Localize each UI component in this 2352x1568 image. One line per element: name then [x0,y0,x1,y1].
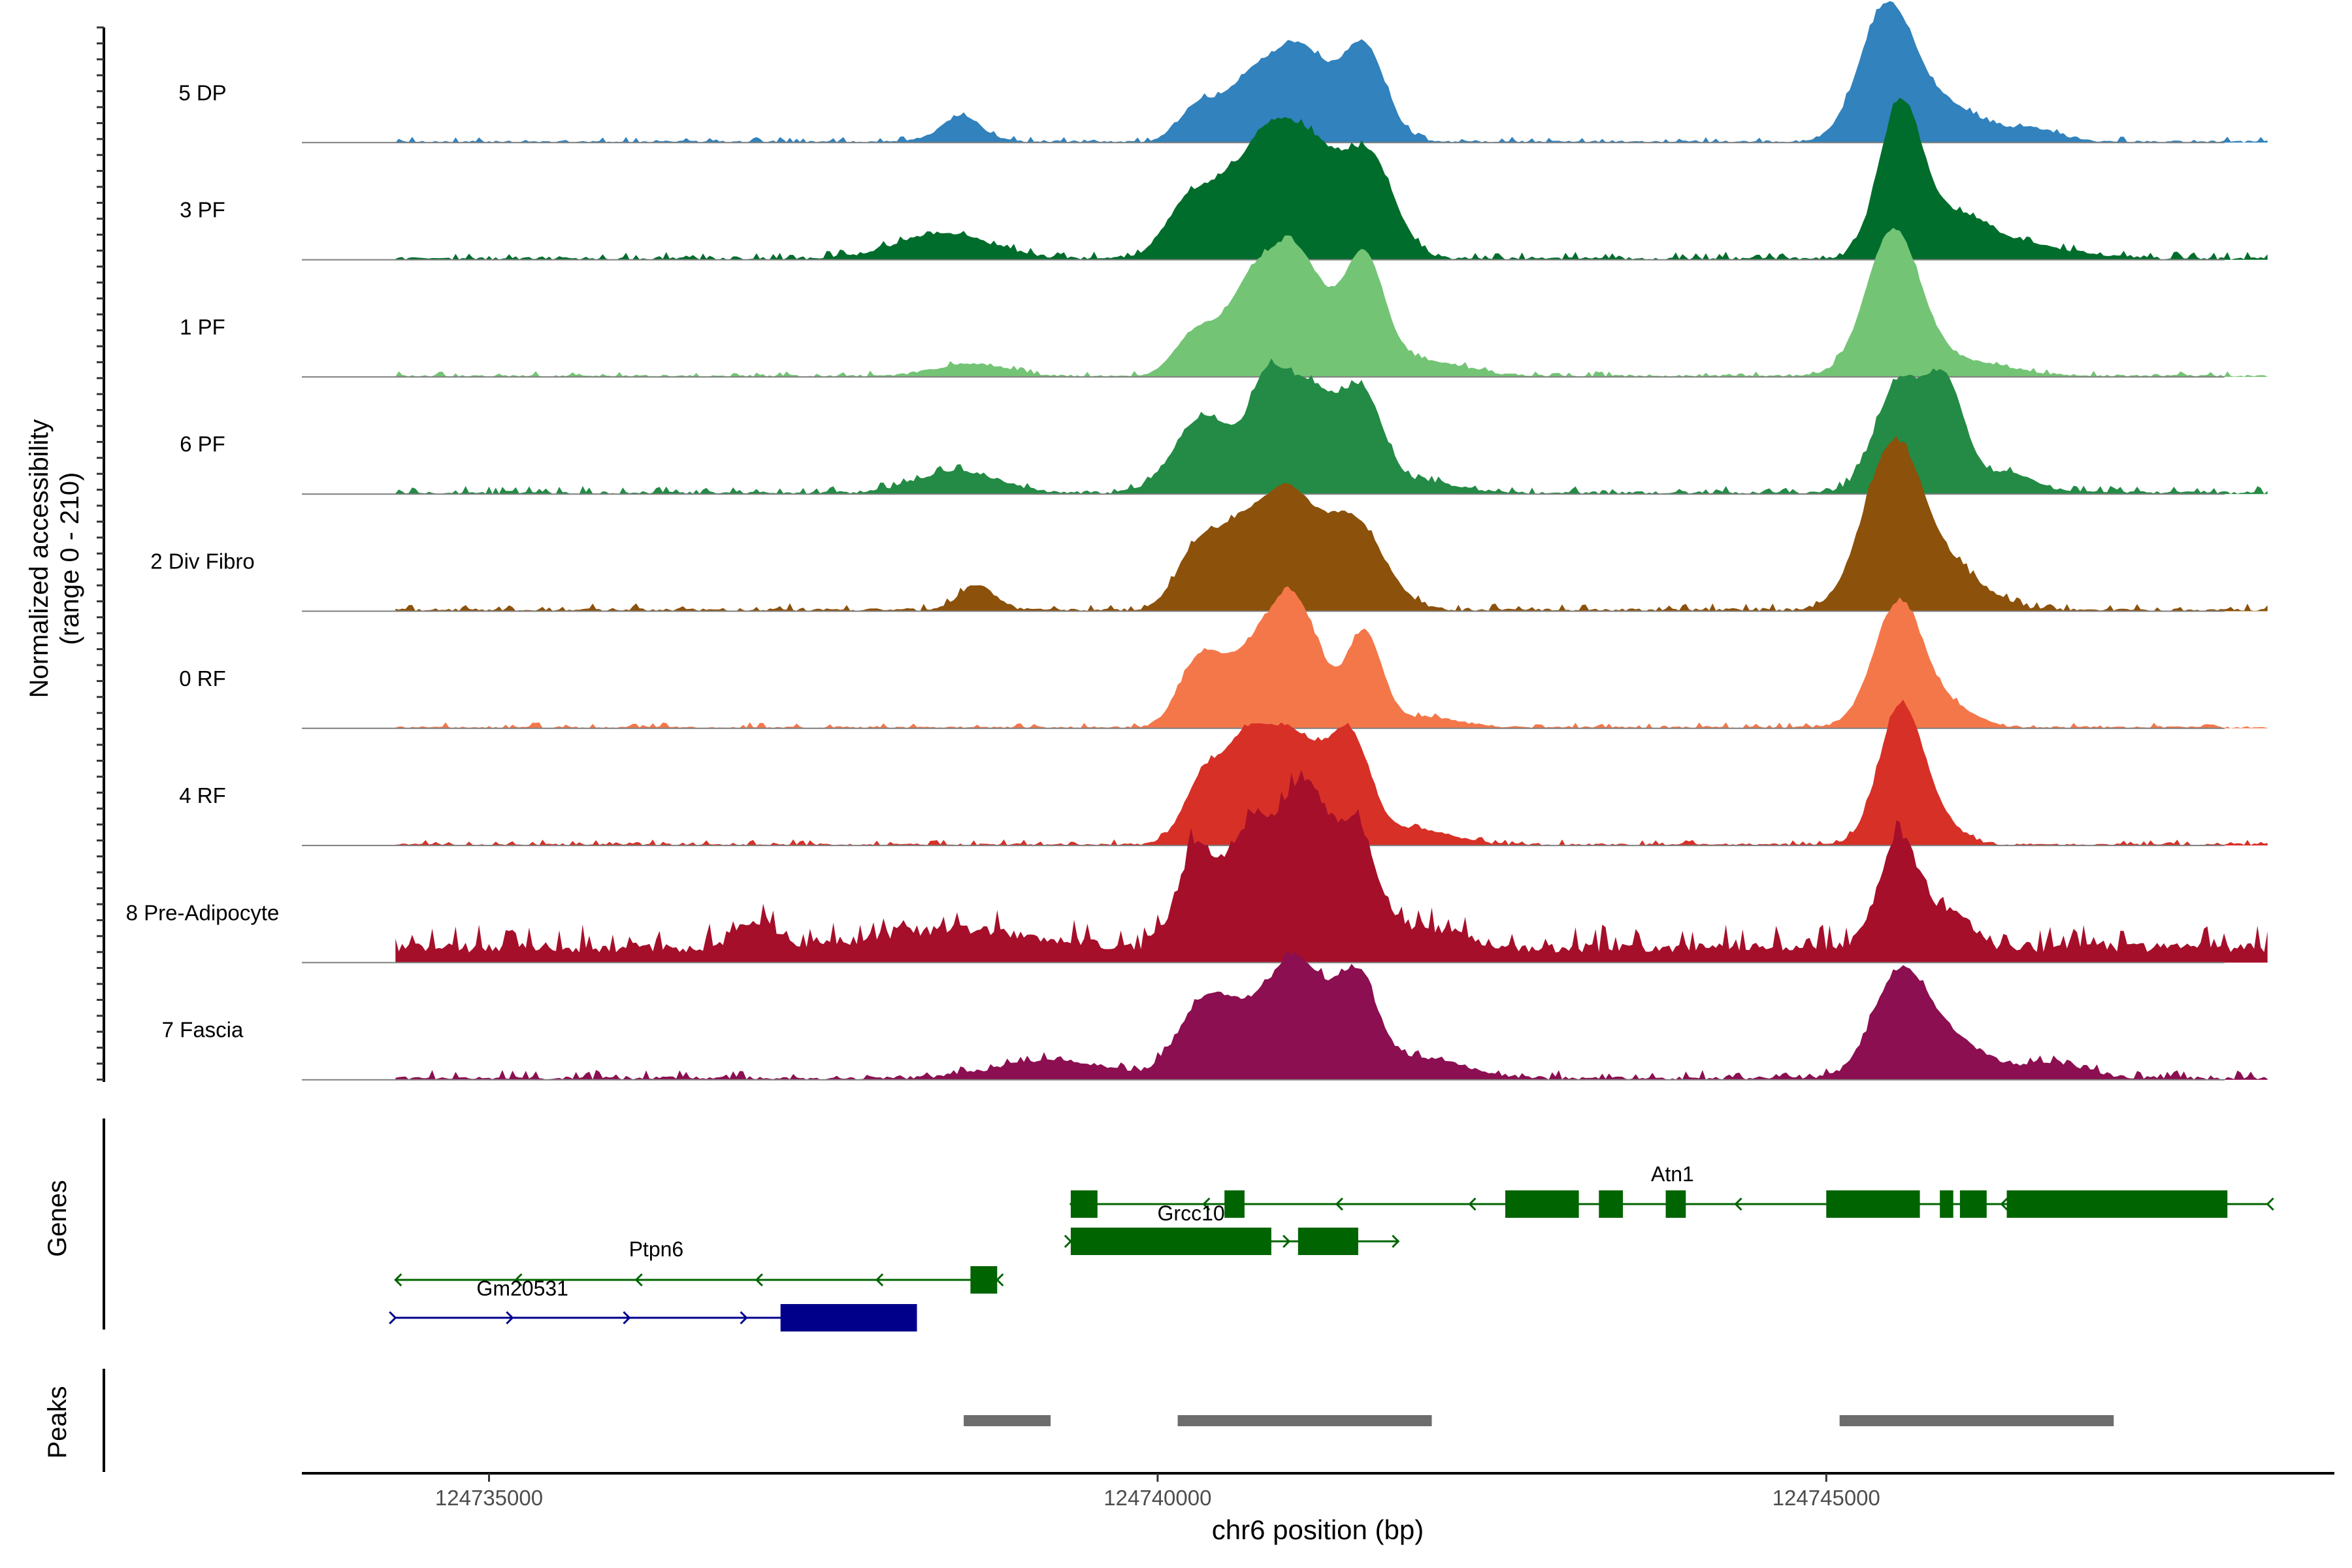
gene-gm20531: Gm20531 [389,1277,917,1331]
strand-arrow [394,1273,402,1287]
strand-arrow [875,1273,884,1287]
coverage-area [395,699,2268,846]
exon [1665,1190,1686,1218]
x-tick-label: 124740000 [1103,1486,1211,1510]
track-6-pf: 6 PF [180,358,2268,495]
strand-arrow [634,1273,643,1287]
exon [1940,1190,1953,1218]
exon [1826,1190,1920,1218]
strand-arrow [1468,1197,1477,1211]
strand-arrow [740,1311,748,1325]
peaks-panel [964,1415,2114,1426]
track-5-dp: 5 DP [178,1,2268,144]
peak-region [1839,1415,2114,1426]
track-label: 5 DP [178,80,226,105]
x-tick-label: 124745000 [1772,1486,1880,1510]
exon [1505,1190,1579,1218]
strand-arrow [2266,1197,2274,1211]
strand-arrow [514,1273,523,1287]
genes-panel-title: Genes [43,1180,72,1257]
exon [1959,1190,1987,1218]
x-tick-label: 124735000 [435,1486,543,1510]
exon [1599,1190,1624,1218]
strand-arrow [1282,1234,1291,1249]
strand-arrow [996,1273,1004,1287]
strand-arrow [389,1311,397,1325]
strand-arrow [2000,1197,2008,1211]
strand-arrow [1392,1234,1400,1249]
coverage-area [395,358,2268,495]
exon [1224,1190,1245,1218]
x-axis-title: chr6 position (bp) [1212,1514,1424,1545]
track-label: 7 Fascia [162,1018,244,1042]
coverage-area [395,1,2268,143]
coverage-tracks: 5 DP 3 PF 1 PF 6 PF 2 Div Fibro 0 RF 4 RF 8 Pre… [126,1,2268,1081]
gene-label: Atn1 [1651,1162,1694,1186]
x-axis: 124735000 124740000 124745000 [435,1473,1880,1510]
strand-arrow [1335,1197,1343,1211]
track-label: 1 PF [180,315,225,339]
y-axis-title-line2: (range 0 - 210) [56,472,84,645]
coverage-area [395,97,2268,260]
track-7-fascia: 7 Fascia [162,951,2268,1081]
track-label: 2 Div Fibro [150,549,255,574]
track-label: 0 RF [179,666,226,691]
peaks-panel-title: Peaks [43,1386,72,1458]
track-label: 6 PF [180,432,225,456]
exon [780,1304,917,1331]
peak-region [1177,1415,1432,1426]
peak-region [964,1415,1051,1426]
strand-arrow [1734,1197,1742,1211]
coverage-area [395,951,2268,1080]
accessibility-axis [97,26,105,1082]
coverage-area [395,770,2268,963]
exon [1070,1228,1271,1255]
gene-annotation-panel: Atn1 Grcc10 Ptpn6 Gm20531 [389,1162,2274,1331]
strand-arrow [1064,1234,1072,1249]
strand-arrow [506,1311,514,1325]
gene-ptpn6: Ptpn6 [394,1237,1004,1294]
strand-arrow [623,1311,631,1325]
gene-grcc10: Grcc10 [1064,1201,1400,1255]
exon [970,1266,998,1294]
gene-label: Ptpn6 [629,1237,684,1261]
coverage-area [395,227,2268,377]
track-label: 4 RF [179,783,226,808]
coverage-area [395,586,2268,728]
gene-label: Gm20531 [476,1277,568,1300]
strand-arrow [755,1273,763,1287]
gene-label: Grcc10 [1158,1201,1225,1225]
track-8-pre-adipocyte: 8 Pre-Adipocyte [126,770,2268,964]
track-label: 3 PF [180,198,225,222]
exon [1298,1228,1358,1255]
track-label: 8 Pre-Adipocyte [126,900,280,924]
exon [1070,1190,1098,1218]
y-axis-title-line1: Normalized accessibility [25,419,54,698]
gene-atn1: Atn1 [1069,1162,2274,1218]
strand-arrow [1202,1197,1211,1211]
exon [2006,1190,2228,1218]
coverage-area [395,436,2268,612]
